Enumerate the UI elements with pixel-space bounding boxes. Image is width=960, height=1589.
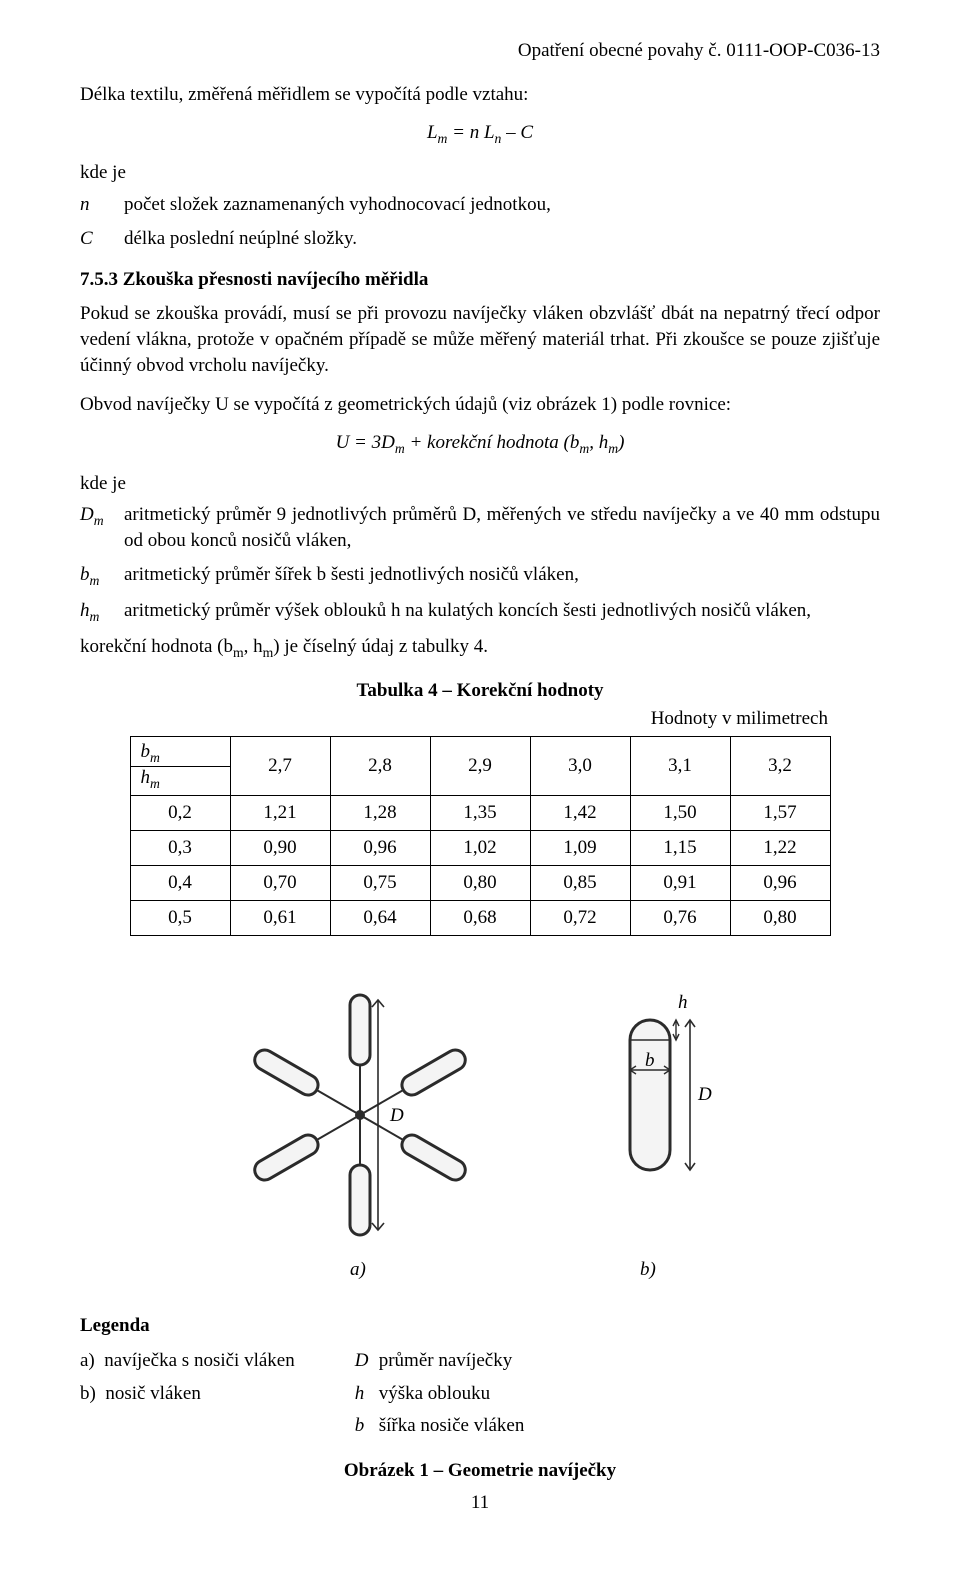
table-cell: 1,57 <box>730 796 830 831</box>
table-cell: 1,22 <box>730 831 830 866</box>
table-col-header: 3,1 <box>630 737 730 796</box>
page-number: 11 <box>80 1492 880 1514</box>
table-cell: 0,72 <box>530 901 630 936</box>
fig-label-h: h <box>678 992 688 1013</box>
definition-symbol: Dm <box>80 502 124 553</box>
table-cell: 1,50 <box>630 796 730 831</box>
table-title: Tabulka 4 – Korekční hodnoty <box>80 680 880 702</box>
definition-row: Dmaritmetický průměr 9 jednotlivých prům… <box>80 502 880 553</box>
korekcni-line: korekční hodnota (bm, hm) je číselný úda… <box>80 634 880 662</box>
definition-row: hmaritmetický průměr výšek oblouků h na … <box>80 598 880 626</box>
table-cell: 0,85 <box>530 866 630 901</box>
table-cell: 1,35 <box>430 796 530 831</box>
definition-text: aritmetický průměr šířek b šesti jednotl… <box>124 562 880 590</box>
legend-item: hvýška oblouku <box>355 1378 525 1410</box>
table-cell: 0,61 <box>230 901 330 936</box>
table-cell: 0,96 <box>330 831 430 866</box>
table-row-header: 0,3 <box>130 831 230 866</box>
table-col-header: 2,7 <box>230 737 330 796</box>
definition-row: bmaritmetický průměr šířek b šesti jedno… <box>80 562 880 590</box>
definition-row: npočet složek zaznamenaných vyhodnocovac… <box>80 192 880 218</box>
definition-symbol: n <box>80 192 124 218</box>
definition-text: aritmetický průměr 9 jednotlivých průměr… <box>124 502 880 553</box>
legend-item: Dprůměr navíječky <box>355 1345 525 1377</box>
table-cell: 0,70 <box>230 866 330 901</box>
table-cell: 1,42 <box>530 796 630 831</box>
table-row-header: 0,5 <box>130 901 230 936</box>
table-units: Hodnoty v milimetrech <box>80 708 880 730</box>
definition-text: počet složek zaznamenaných vyhodnocovací… <box>124 192 880 218</box>
fig-label-a: a) <box>350 1259 366 1280</box>
table-cell: 1,21 <box>230 796 330 831</box>
legend-item: bšířka nosiče vláken <box>355 1410 525 1442</box>
figure-title: Obrázek 1 – Geometrie navíječky <box>80 1460 880 1482</box>
table-corner-cell: bmhm <box>130 737 230 796</box>
fig-label-b: b <box>645 1050 655 1071</box>
table-cell: 1,28 <box>330 796 430 831</box>
definition-symbol: C <box>80 226 124 252</box>
table-cell: 0,76 <box>630 901 730 936</box>
table-col-header: 2,8 <box>330 737 430 796</box>
legend-item: b) nosič vláken <box>80 1378 295 1410</box>
paragraph-obvod: Obvod navíječky U se vypočítá z geometri… <box>80 392 880 418</box>
fig-label-D-b: D <box>697 1084 712 1105</box>
definition-text: aritmetický průměr výšek oblouků h na ku… <box>124 598 880 626</box>
table-col-header: 2,9 <box>430 737 530 796</box>
formula-1: Lm = n Ln – C <box>80 122 880 147</box>
table-col-header: 3,0 <box>530 737 630 796</box>
table-cell: 0,90 <box>230 831 330 866</box>
fig-label-D-a: D <box>389 1105 404 1126</box>
fig-label-b-part: b) <box>640 1259 656 1280</box>
doc-header-id: Opatření obecné povahy č. 0111-OOP-C036-… <box>80 40 880 62</box>
definition-symbol: hm <box>80 598 124 626</box>
section-heading-753: 7.5.3 Zkouška přesnosti navíjecího měřid… <box>80 269 880 291</box>
table-cell: 0,68 <box>430 901 530 936</box>
correction-table: bmhm2,72,82,93,03,13,2 0,21,211,281,351,4… <box>130 736 831 936</box>
table-cell: 0,91 <box>630 866 730 901</box>
definition-text: délka poslední neúplné složky. <box>124 226 880 252</box>
where-is-2: kde je <box>80 471 880 497</box>
table-row-header: 0,2 <box>130 796 230 831</box>
definition-row: Cdélka poslední neúplné složky. <box>80 226 880 252</box>
table-cell: 1,09 <box>530 831 630 866</box>
table-row-header: 0,4 <box>130 866 230 901</box>
table-cell: 0,80 <box>430 866 530 901</box>
definition-symbol: bm <box>80 562 124 590</box>
paragraph-753: Pokud se zkouška provádí, musí se při pr… <box>80 301 880 378</box>
legend-heading: Legenda <box>80 1315 880 1337</box>
where-is-1: kde je <box>80 160 880 186</box>
table-cell: 0,64 <box>330 901 430 936</box>
figure-svg: D a) h b D <box>200 960 760 1290</box>
legend: a) navíječka s nosiči vlákenb) nosič vlá… <box>80 1345 880 1442</box>
table-cell: 0,96 <box>730 866 830 901</box>
legend-item: a) navíječka s nosiči vláken <box>80 1345 295 1377</box>
table-cell: 1,15 <box>630 831 730 866</box>
intro-paragraph: Délka textilu, změřená měřidlem se vypoč… <box>80 82 880 108</box>
table-col-header: 3,2 <box>730 737 830 796</box>
formula-2: U = 3Dm + korekční hodnota (bm, hm) <box>80 432 880 457</box>
figure-1: D a) h b D <box>80 960 880 1295</box>
table-cell: 0,80 <box>730 901 830 936</box>
table-cell: 0,75 <box>330 866 430 901</box>
table-cell: 1,02 <box>430 831 530 866</box>
